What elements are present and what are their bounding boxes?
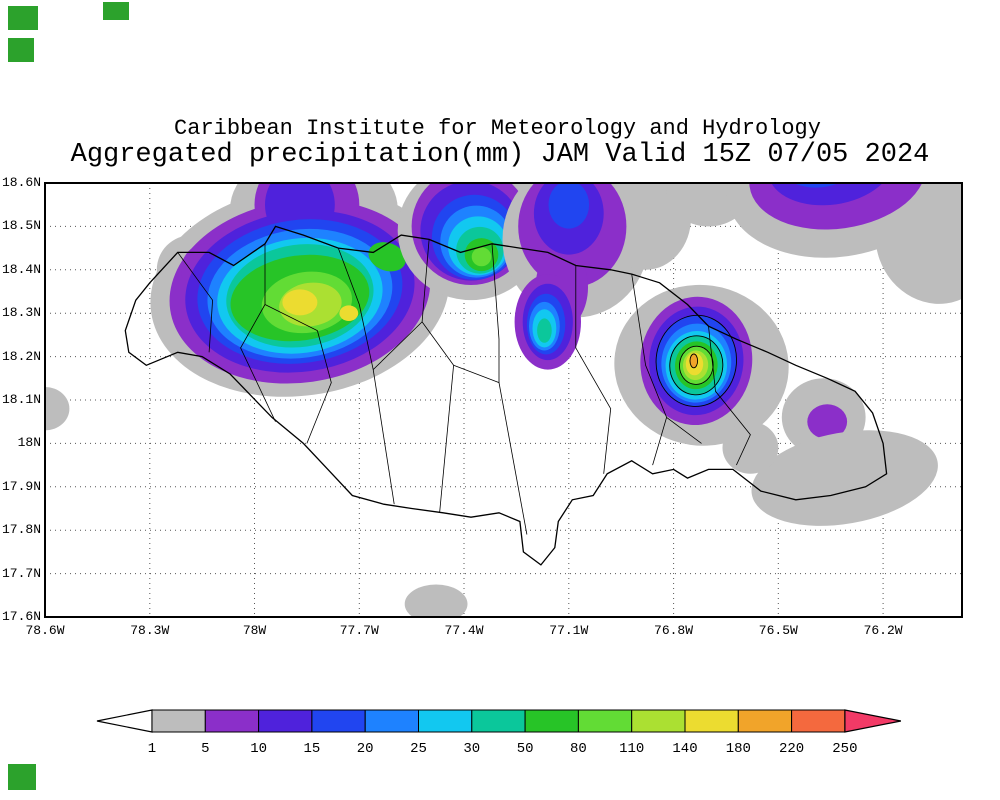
colorbar-tick-label: 15 [303, 741, 320, 757]
colorbar-tick-label: 10 [250, 741, 267, 757]
map-plot-area [44, 182, 963, 618]
corner-marker [8, 764, 36, 790]
lon-tick-label: 78W [242, 623, 267, 638]
figure-title-organization: Caribbean Institute for Meteorology and … [174, 116, 821, 141]
lat-tick-label: 18N [17, 435, 41, 451]
lat-tick-label: 17.7N [1, 565, 41, 581]
parish-boundaries [177, 239, 751, 535]
colorbar-tick-label: 250 [832, 741, 857, 757]
colorbar-tick-label: 25 [410, 741, 427, 757]
precip-map-canvas [45, 183, 962, 617]
lon-tick-label: 77.4W [444, 623, 484, 638]
corner-marker [8, 6, 38, 30]
colorbar-under-arrow [96, 709, 153, 733]
colorbar-tick-label: 140 [672, 741, 697, 757]
lat-tick-label: 18.2N [1, 348, 41, 364]
figure-title-main: Aggregated precipitation(mm) JAM Valid 1… [70, 140, 930, 170]
colorbar-tick-label: 30 [463, 741, 480, 757]
colorbar-tick-label: 50 [517, 741, 534, 757]
colorbar-tick-label: 110 [619, 741, 644, 757]
lon-tick-label: 76.8W [654, 623, 694, 638]
lat-tick-label: 18.4N [1, 261, 41, 277]
corner-marker [103, 2, 129, 20]
colorbar-tick-label: 80 [570, 741, 587, 757]
lon-tick-label: 78.3W [130, 623, 170, 638]
lat-tick-label: 17.9N [1, 478, 41, 494]
lon-tick-label: 77.1W [549, 623, 589, 638]
lat-tick-label: 18.6N [1, 175, 41, 190]
colorbar-tick-label: 180 [726, 741, 751, 757]
lat-tick-label: 17.6N [1, 609, 41, 624]
lat-tick-label: 18.1N [1, 392, 41, 407]
colorbar-tick-label: 20 [357, 741, 374, 757]
lat-tick-label: 18.3N [1, 305, 41, 321]
lon-tick-label: 76.2W [863, 623, 903, 638]
lon-tick-label: 77.7W [339, 623, 379, 638]
colorbar-over-arrow [844, 709, 902, 733]
colorbar-tick-label: 5 [201, 741, 209, 757]
colorbar: 1 5 10 15 20 25 30 50 80 110 140 180 220 250 [96, 709, 902, 757]
lon-tick-label: 78.6W [25, 623, 65, 638]
colorbar-tick-label: 220 [779, 741, 804, 757]
corner-marker [8, 38, 34, 62]
contour-rings [655, 314, 737, 407]
precip-fill-contours [45, 183, 962, 617]
lon-tick-label: 76.5W [758, 623, 798, 638]
lat-tick-label: 18.5N [1, 218, 41, 234]
coastline [124, 225, 888, 566]
colorbar-tick-label: 1 [148, 741, 156, 757]
lat-tick-label: 17.8N [1, 522, 41, 538]
